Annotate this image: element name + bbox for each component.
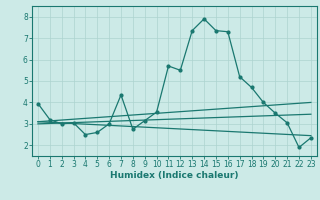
X-axis label: Humidex (Indice chaleur): Humidex (Indice chaleur) — [110, 171, 239, 180]
